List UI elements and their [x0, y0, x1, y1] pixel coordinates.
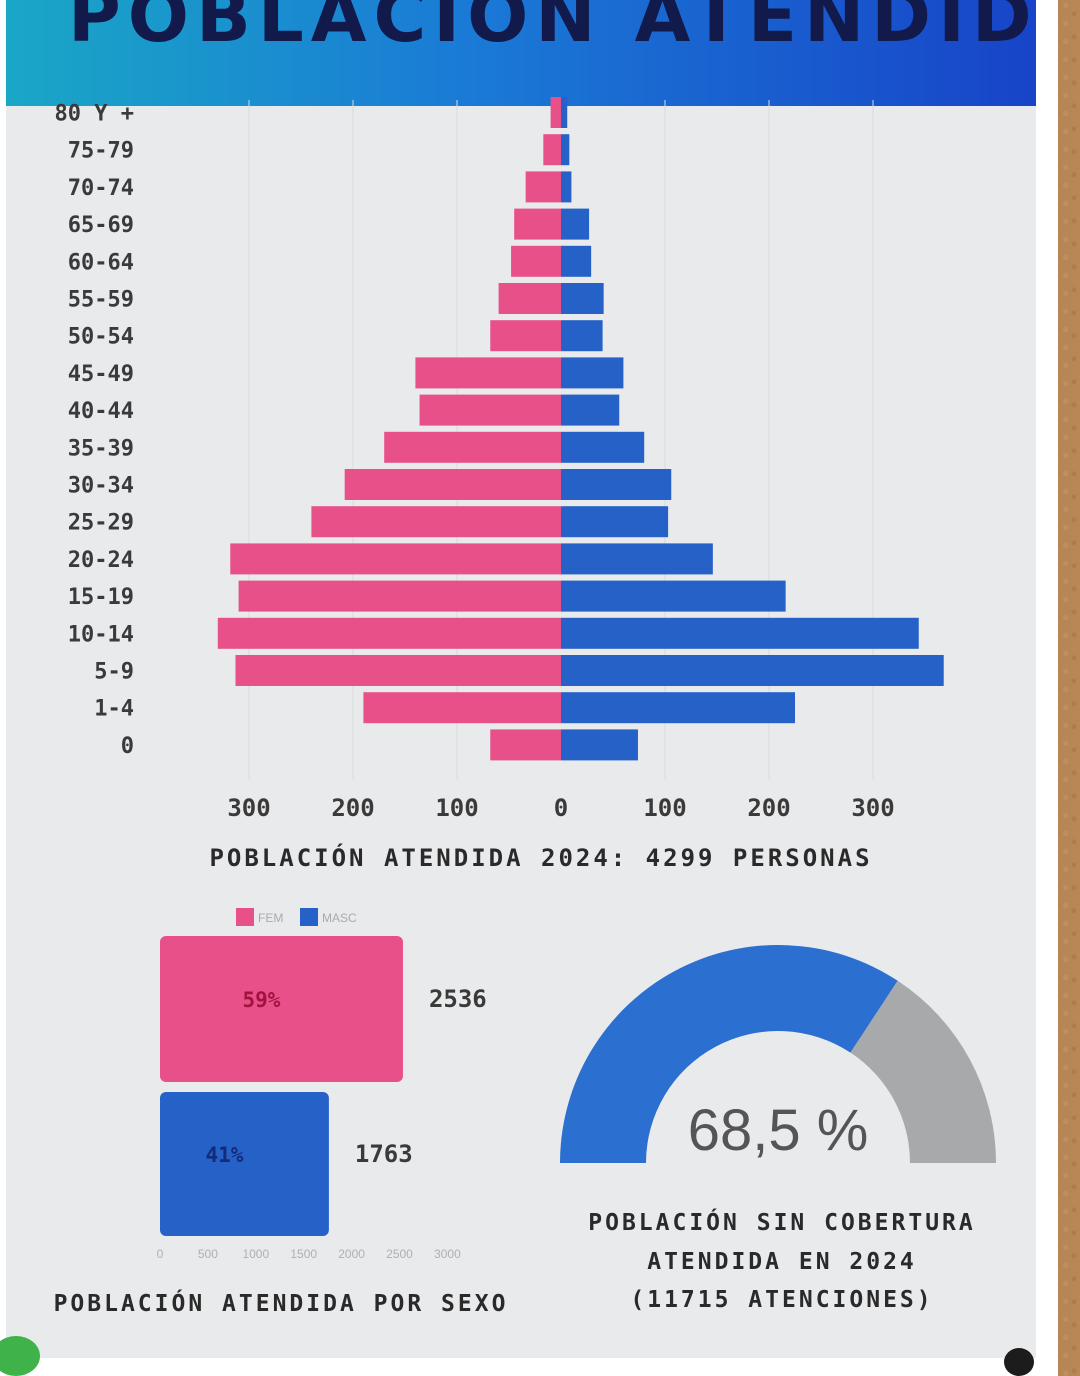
legend-label-fem: FEM [258, 911, 283, 925]
pyramid-bar-fem [415, 357, 561, 389]
pyramid-age-label: 30-34 [68, 474, 134, 499]
poster: POBLACIÓN ATENDIDA 80 Y + 75-79 70-74 65-69… [0, 0, 1058, 1376]
gauge-caption-line-3: (11715 ATENCIONES) [630, 1287, 933, 1313]
pyramid-bar-masc [561, 357, 624, 389]
gauge-caption-line-2: ATENDIDA EN 2024 [647, 1249, 917, 1275]
pyramid-bar-fem [490, 320, 561, 352]
pyramid-age-label: 50-54 [68, 325, 134, 350]
gauge-filled-arc [560, 945, 898, 1163]
charts-canvas: 80 Y + 75-79 70-74 65-69 60-64 55-59 50-54 45-4… [54, 97, 996, 1317]
pyramid-age-label: 35-39 [68, 436, 134, 461]
gauge-value-label: 68,5 % [688, 1098, 869, 1163]
pyramid-x-tick-label: 300 [227, 794, 270, 822]
pyramid-x-tick-label: 200 [331, 794, 374, 822]
legend-label-masc: MASC [322, 911, 357, 925]
pyramid-bar-masc [561, 506, 669, 538]
pyramid-bar-masc [561, 580, 786, 612]
legend-swatch-fem [236, 908, 254, 926]
population-by-sex-chart: FEM MASC 59% 2536 41% 1763 0 500 1000 1500 2000 250… [157, 908, 487, 1261]
pyramid-bar-fem [384, 431, 561, 463]
sex-x-tick-label: 1000 [242, 1247, 269, 1261]
pyramid-bar-fem [419, 394, 561, 426]
pyramid-caption: POBLACIÓN ATENDIDA 2024: 4299 PERSONAS [209, 842, 872, 872]
sex-bar-percent-label: 41% [205, 1143, 243, 1167]
pyramid-bar-fem [525, 171, 561, 203]
sex-x-tick-label: 2500 [386, 1247, 413, 1261]
pyramid-x-tick-label: 300 [851, 794, 894, 822]
pyramid-age-label: 0 [121, 734, 134, 759]
pyramid-bar-fem [498, 283, 561, 314]
sex-x-tick-label: 0 [157, 1247, 164, 1261]
black-pushpin-icon [1004, 1348, 1034, 1376]
pyramid-age-label: 10-14 [68, 622, 134, 647]
poster-title: POBLACIÓN ATENDIDA [68, 0, 1036, 58]
pyramid-bar-fem [550, 97, 561, 128]
pyramid-bar-masc [561, 171, 572, 203]
legend-swatch-masc [300, 908, 318, 926]
sex-x-tick-label: 500 [198, 1247, 218, 1261]
pyramid-age-label: 55-59 [68, 288, 134, 313]
pyramid-bar-masc [561, 543, 713, 575]
pyramid-age-label: 75-79 [68, 139, 134, 164]
population-pyramid-chart: 80 Y + 75-79 70-74 65-69 60-64 55-59 50-54 45-4… [55, 97, 944, 822]
pyramid-x-tick-label: 100 [643, 794, 686, 822]
pyramid-bar-fem [543, 134, 561, 166]
pyramid-age-label: 70-74 [68, 176, 134, 201]
sex-bar-value-label: 2536 [429, 985, 487, 1013]
title-banner: POBLACIÓN ATENDIDA [6, 0, 1036, 106]
pyramid-age-label: 60-64 [68, 250, 134, 275]
pyramid-bar-masc [561, 394, 620, 426]
pyramid-bar-masc [561, 245, 592, 277]
pyramid-bar-fem [311, 506, 561, 538]
pyramid-x-tick-label: 0 [554, 794, 568, 822]
sex-x-tick-label: 3000 [434, 1247, 461, 1261]
pyramid-age-label: 15-19 [68, 585, 134, 610]
coverage-gauge-chart [560, 945, 996, 1163]
pyramid-bar-fem [230, 543, 561, 575]
gauge-remaining-arc [850, 980, 996, 1163]
sex-bar-value-label: 1763 [355, 1140, 413, 1168]
pyramid-bar-masc [561, 134, 570, 166]
pyramid-age-label: 80 Y + [55, 102, 134, 127]
pyramid-bar-masc [561, 283, 604, 314]
pyramid-bar-fem [511, 245, 561, 277]
pyramid-bar-masc [561, 97, 568, 128]
pyramid-bar-masc [561, 320, 603, 352]
sex-bar-percent-label: 59% [243, 988, 281, 1012]
pyramid-x-tick-label: 200 [747, 794, 790, 822]
pyramid-bar-masc [561, 208, 590, 240]
pyramid-age-label: 45-49 [68, 362, 134, 387]
sex-chart-legend: FEM MASC [236, 908, 357, 926]
pyramid-age-label: 65-69 [68, 213, 134, 238]
green-pushpin-icon [0, 1336, 40, 1376]
pyramid-bar-fem [363, 692, 561, 724]
pyramid-bar-masc [561, 431, 645, 463]
pyramid-x-tick-label: 100 [435, 794, 478, 822]
pyramid-bar-masc [561, 729, 638, 761]
pyramid-bar-masc [561, 655, 944, 686]
pyramid-bar-fem [490, 729, 561, 761]
sex-bar-masc [160, 1092, 329, 1236]
pyramid-age-label: 25-29 [68, 511, 134, 536]
pyramid-age-label: 1-4 [94, 697, 134, 722]
pyramid-bar-masc [561, 617, 919, 649]
pyramid-bar-fem [514, 208, 561, 240]
pyramid-age-label: 40-44 [68, 399, 134, 424]
pyramid-bar-masc [561, 469, 672, 500]
pyramid-bar-fem [235, 655, 562, 686]
sex-bar-fem [160, 936, 403, 1082]
sex-x-tick-label: 2000 [338, 1247, 365, 1261]
pyramid-bar-masc [561, 692, 795, 724]
pyramid-bar-fem [344, 469, 561, 500]
gauge-caption-line-1: POBLACIÓN SIN COBERTURA [588, 1208, 976, 1236]
sex-x-tick-label: 1500 [290, 1247, 317, 1261]
pyramid-bar-fem [238, 580, 561, 612]
sex-chart-caption: POBLACIÓN ATENDIDA POR SEXO [54, 1289, 509, 1317]
pyramid-age-label: 5-9 [94, 660, 134, 685]
pyramid-age-label: 20-24 [68, 548, 134, 573]
pyramid-bar-fem [217, 617, 562, 649]
